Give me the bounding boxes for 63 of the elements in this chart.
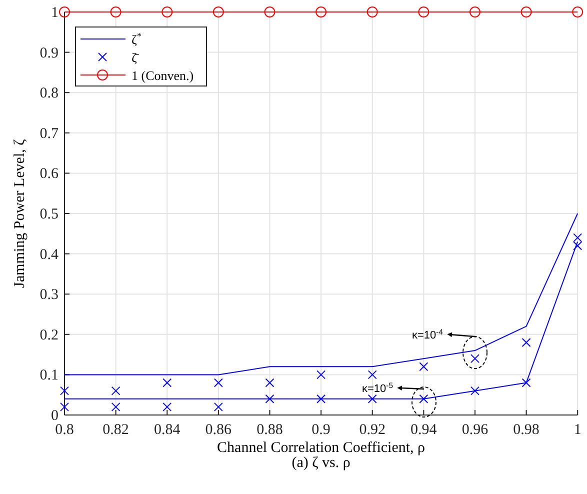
annotation: κ=10$^{-4}$: [412, 327, 444, 342]
line-series: [64, 241, 578, 400]
point: [470, 386, 480, 396]
y-tick-label: 0.5: [40, 206, 58, 222]
legend-label: 1 (Conven.): [132, 68, 194, 83]
y-tick-label: 1: [51, 5, 58, 21]
point: [110, 6, 122, 18]
y-tick-label: 0.7: [40, 126, 59, 142]
x-tick-label: 0.92: [359, 422, 386, 438]
y-tick-label: 0.9: [40, 45, 58, 62]
point: [573, 241, 582, 250]
legend-label: ζ$^{*}$: [132, 31, 142, 47]
y-tick-label: 0.3: [40, 287, 58, 304]
point: [111, 402, 120, 412]
point: [162, 6, 173, 18]
point: [316, 370, 326, 380]
line-series: [64, 213, 578, 376]
point: [573, 233, 582, 242]
point: [366, 6, 378, 18]
y-tick-label: 0.8: [40, 86, 58, 102]
x-tick-label: 0.94: [410, 422, 438, 438]
point: [212, 6, 224, 18]
text: (a) ζ vs. ρ: [292, 455, 350, 471]
point: [522, 378, 531, 388]
y-tick-label: 0.6: [40, 166, 59, 182]
y-tick-label: 0: [51, 408, 58, 424]
x-tick-label: 1: [574, 422, 582, 438]
point: [469, 6, 480, 18]
y-tick-label: 0.1: [40, 368, 58, 384]
point: [214, 402, 223, 412]
point: [111, 386, 120, 396]
point: [264, 6, 276, 18]
x-tick-label: 0.84: [154, 422, 181, 438]
point: [265, 394, 274, 404]
point: [368, 394, 377, 404]
y-tick-label: 0.2: [40, 327, 58, 344]
point: [419, 362, 428, 372]
point: [418, 6, 430, 18]
x-tick-label: 0.98: [513, 422, 540, 438]
x-tick-label: 0.82: [102, 422, 129, 438]
point: [60, 402, 69, 412]
x-tick-label: 0.88: [256, 422, 283, 438]
point: [316, 6, 327, 18]
point: [316, 394, 326, 404]
point: [265, 378, 274, 388]
annotation: κ=10$^{-5}$: [362, 380, 393, 395]
point: [59, 6, 70, 18]
point: [522, 338, 531, 347]
y-tick-label: 0.4: [40, 246, 59, 263]
x-tick-label: 0.86: [205, 422, 232, 438]
point: [520, 6, 532, 18]
point: [162, 402, 172, 412]
point: [470, 354, 480, 364]
point: [214, 378, 223, 388]
point: [162, 378, 172, 388]
x-tick-label: 0.96: [462, 422, 489, 438]
x-tick-label: 0.9: [312, 422, 330, 438]
y-axis-title: Jamming Power Level, ζ: [12, 139, 28, 288]
legend-label: ζ̄: [132, 50, 139, 65]
point: [368, 370, 377, 380]
point: [60, 386, 69, 396]
x-axis-title: Channel Correlation Coefficient, ρ: [217, 440, 426, 456]
point: [572, 6, 584, 18]
